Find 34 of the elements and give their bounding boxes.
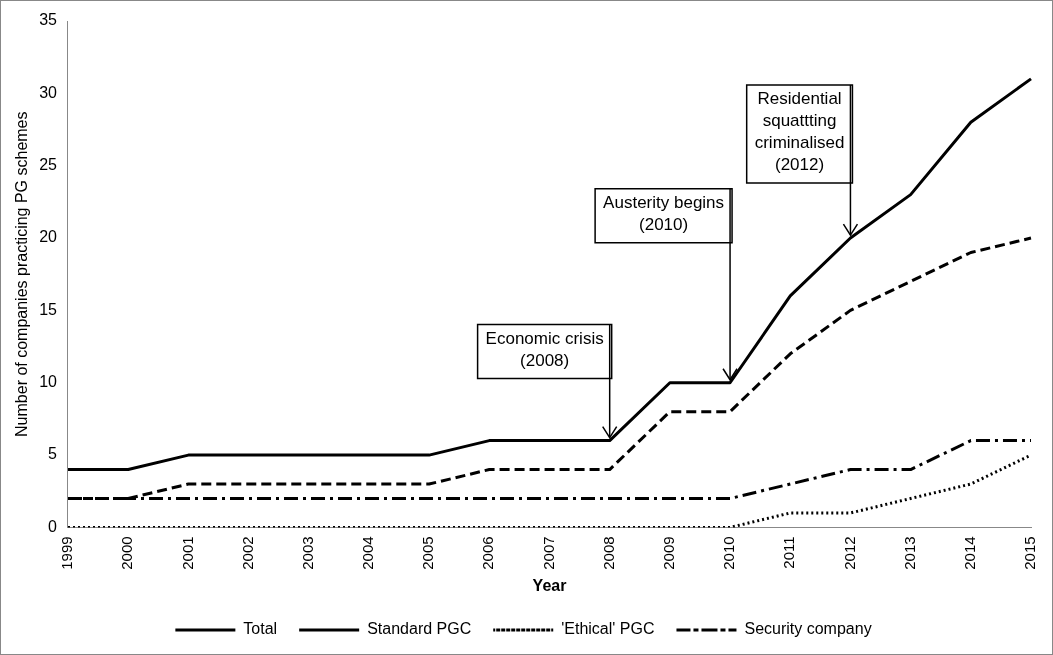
x-tick-label: 2015 <box>1021 536 1039 570</box>
y-tick-label: 15 <box>39 300 58 318</box>
x-axis-title: Year <box>532 576 567 594</box>
y-tick-label: 5 <box>48 445 58 463</box>
annotation: Residential squattting criminalised (2012) <box>754 89 845 175</box>
legend-label: Standard PGC <box>367 620 472 638</box>
legend-label: 'Ethical' PGC <box>561 620 655 638</box>
x-tick-label: 2005 <box>419 536 437 570</box>
legend-label: Total <box>243 620 278 638</box>
annotation: Economic crisis (2008) <box>485 328 604 370</box>
x-tick-label: 2002 <box>238 536 256 570</box>
y-tick-label: 0 <box>48 517 58 535</box>
legend-label: Security company <box>744 620 872 638</box>
x-tick-label: 2000 <box>118 536 136 570</box>
x-tick-label: 2011 <box>780 536 798 569</box>
y-tick-label: 20 <box>39 228 58 246</box>
x-tick-label: 2001 <box>178 536 196 570</box>
x-tick-label: 2014 <box>960 536 978 570</box>
x-tick-label: 2007 <box>539 536 557 570</box>
y-axis-title: Number of companies practicing PG schemes <box>13 111 31 437</box>
y-tick-label: 35 <box>39 11 58 29</box>
y-tick-label: 10 <box>39 373 58 391</box>
x-tick-label: 2012 <box>840 536 858 570</box>
x-tick-label: 2008 <box>599 536 617 570</box>
x-tick-label: 2009 <box>660 536 678 570</box>
x-tick-label: 2003 <box>298 536 316 570</box>
x-tick-label: 2006 <box>479 536 497 570</box>
x-tick-label: 2004 <box>359 536 377 570</box>
x-tick-label: 2010 <box>720 536 738 570</box>
y-tick-label: 30 <box>39 83 58 101</box>
annotation: Austerity begins (2010) <box>603 192 725 234</box>
y-tick-label: 25 <box>39 156 58 174</box>
x-tick-label: 1999 <box>58 536 76 570</box>
x-tick-label: 2013 <box>900 536 918 570</box>
